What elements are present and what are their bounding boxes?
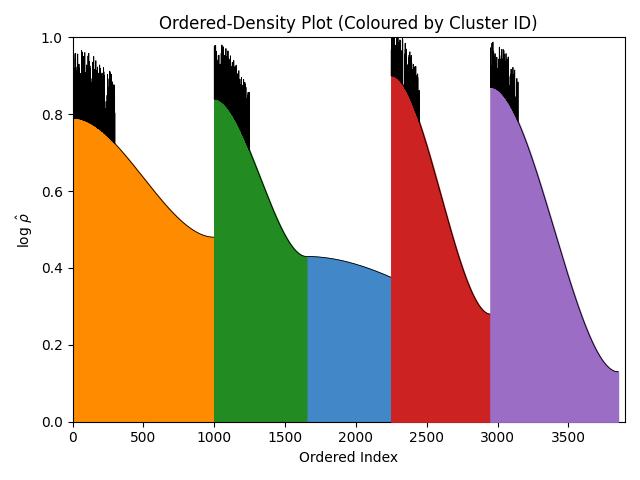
- Title: Ordered-Density Plot (Coloured by Cluster ID): Ordered-Density Plot (Coloured by Cluste…: [159, 15, 538, 33]
- X-axis label: Ordered Index: Ordered Index: [299, 451, 398, 465]
- Y-axis label: log $\hat{\rho}$: log $\hat{\rho}$: [15, 211, 35, 248]
